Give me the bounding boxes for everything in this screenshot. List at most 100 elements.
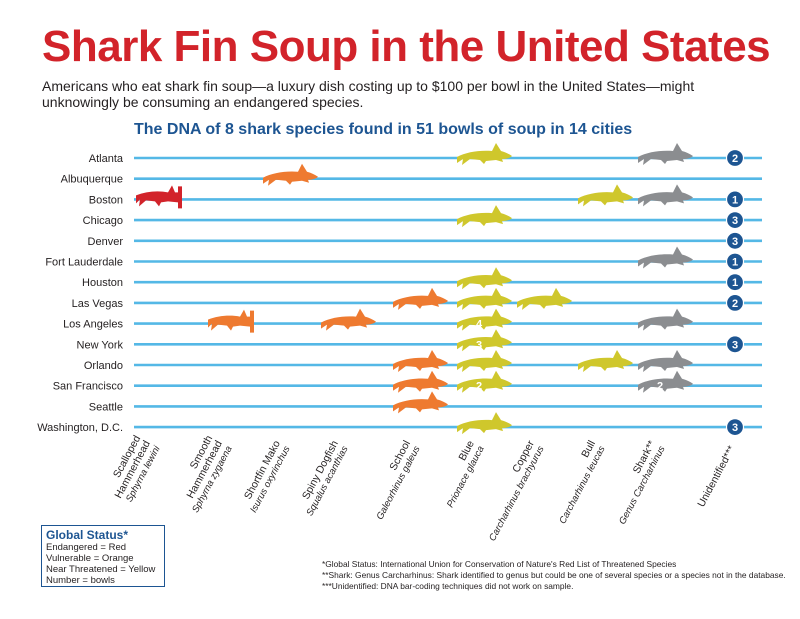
bowl-count-label: 1: [732, 257, 738, 269]
shark-marker: [638, 246, 693, 269]
shark-icon: [457, 412, 512, 435]
footnotes: *Global Status: International Union for …: [322, 559, 786, 592]
legend-line-bowls: Number = bowls: [46, 575, 115, 586]
footnote-global-status: *Global Status: International Union for …: [322, 559, 677, 569]
row-label: Chicago: [83, 215, 123, 227]
shark-icon: [393, 391, 448, 414]
shark-icon: [393, 370, 448, 393]
shark-icon: [457, 370, 512, 393]
legend-title: Global Status*: [46, 528, 129, 542]
shark-marker: [457, 350, 512, 372]
bowl-count-label: 2: [732, 298, 738, 310]
shark-marker: [263, 163, 318, 186]
bowl-count-badge: [725, 335, 745, 354]
column-label: Shark**Genus Carcharhinus: [617, 439, 668, 527]
shark-marker: 4: [457, 308, 512, 331]
shark-marker: [638, 350, 693, 372]
shark-marker: [457, 412, 512, 435]
shark-marker: 2: [457, 370, 512, 393]
bowl-count-label: 3: [732, 215, 738, 227]
shark-icon: [517, 287, 572, 310]
shark-marker: [457, 267, 512, 290]
shark-icon: [457, 205, 512, 228]
shark-icon: [393, 350, 448, 372]
shark-icon: [263, 163, 318, 186]
shark-icon: [457, 308, 512, 331]
row-label: New York: [77, 339, 124, 351]
bowl-count-badge: [725, 273, 745, 292]
footnote-unidentified: ***Unidentified: DNA bar-coding techniqu…: [322, 581, 574, 591]
shark-icon: [208, 309, 254, 333]
page-subtitle: Americans who eat shark fin soup—a luxur…: [42, 78, 695, 110]
row-label: Albuquerque: [61, 174, 123, 186]
shark-marker: [638, 143, 693, 165]
shark-marker: [393, 391, 448, 414]
shark-marker: [457, 287, 512, 310]
shark-marker: [638, 308, 693, 331]
shark-icon: [457, 267, 512, 290]
footnote-shark-genus: **Shark: Genus Carcharhinus: Shark ident…: [322, 570, 786, 580]
row-label: San Francisco: [53, 381, 123, 393]
shark-icon: [638, 350, 693, 372]
shark-marker: [578, 350, 633, 372]
bowl-count-label: 3: [732, 422, 738, 434]
shark-icon: [638, 370, 693, 393]
legend-line-endangered: Endangered = Red: [46, 542, 127, 553]
shark-icon: [638, 308, 693, 331]
shark-icon: [638, 246, 693, 269]
shark-icon: [457, 287, 512, 310]
bowl-count-label: 1: [732, 277, 738, 289]
shark-icon: [638, 143, 693, 165]
shark-marker: [393, 287, 448, 310]
bowl-count-label: 3: [732, 339, 738, 351]
shark-marker: [457, 205, 512, 228]
shark-icon: [578, 350, 633, 372]
row-label: Seattle: [89, 401, 123, 413]
page-title: Shark Fin Soup in the United States: [42, 22, 771, 71]
bowl-count-badge: [725, 418, 745, 437]
shark-icon: [457, 329, 512, 352]
shark-icon: [136, 185, 182, 209]
row-label: Denver: [88, 236, 124, 248]
legend-line-vulnerable: Vulnerable = Orange: [46, 553, 134, 564]
bowl-count-badge: [725, 252, 745, 271]
global-status-legend: Global Status* Endangered = Red Vulnerab…: [41, 525, 165, 587]
bowl-count-label: 3: [732, 236, 738, 248]
bowl-count-label: 4: [476, 319, 483, 331]
shark-marker: 2: [638, 370, 693, 393]
shark-icon: [457, 350, 512, 372]
shark-icon: [638, 184, 693, 207]
shark-marker: [393, 370, 448, 393]
shark-icon: [393, 287, 448, 310]
shark-marker: [136, 185, 182, 209]
row-label: Los Angeles: [63, 319, 123, 331]
legend-line-near-threatened: Near Threatened = Yellow: [46, 564, 156, 575]
shark-marker: 3: [457, 329, 512, 352]
bowl-count-label: 2: [657, 381, 663, 393]
shark-marker: [208, 309, 254, 333]
bowl-count-label: 1: [732, 194, 738, 206]
bowl-count-badge: [725, 148, 745, 168]
bowl-count-label: 2: [732, 153, 738, 165]
row-label: Atlanta: [89, 153, 124, 165]
shark-marker: [457, 143, 512, 165]
row-label: Orlando: [84, 360, 123, 372]
row-label: Washington, D.C.: [37, 422, 123, 434]
shark-marker: [638, 184, 693, 207]
column-label: Unidentified***: [695, 444, 737, 509]
bowl-count-badge: [725, 211, 745, 230]
bowl-count-badge: [725, 231, 745, 250]
row-label: Fort Lauderdale: [45, 257, 123, 269]
bowl-count-badge: [725, 293, 745, 312]
bowl-count-badge: [725, 190, 745, 209]
bowl-count-label: 2: [476, 381, 482, 393]
shark-marker: [393, 350, 448, 372]
